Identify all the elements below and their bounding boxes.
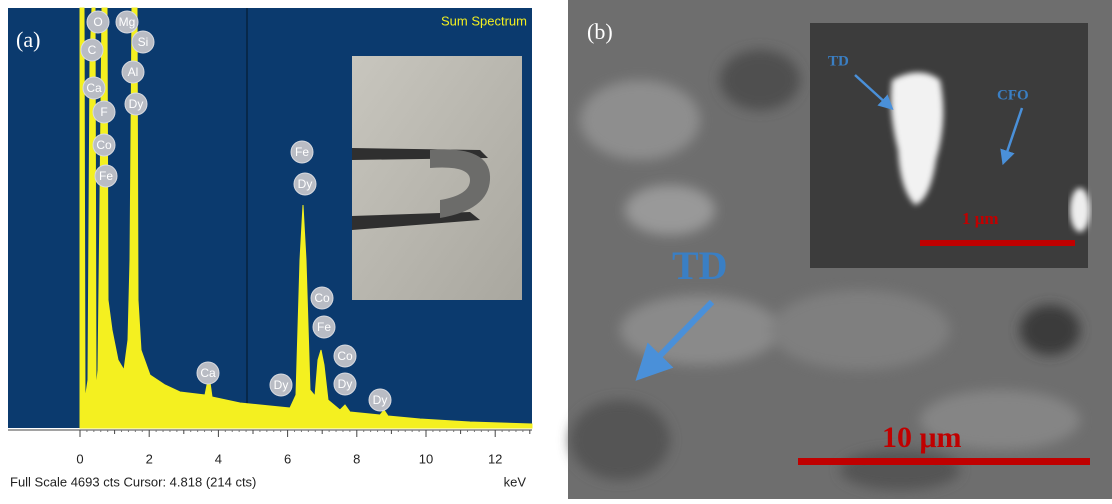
peak-label: Dy (270, 374, 292, 396)
peak-text: Co (96, 138, 112, 152)
footer: Full Scale 4693 cts Cursor: 4.818 (214 c… (10, 474, 256, 489)
peak-label: F (93, 101, 115, 123)
peak-text: Dy (298, 177, 313, 191)
inset-scale-bar (920, 240, 1075, 246)
peak-text: Mg (119, 15, 136, 29)
inset-cfo-label: CFO (997, 87, 1029, 103)
panel-a: Sum Spectrum (a) O Mg C Si Ca Al F Dy Co Fe Fe Dy Co… (8, 8, 532, 489)
peak-text: Dy (129, 97, 144, 111)
peak-text: Fe (317, 320, 331, 334)
peak-text: Ca (86, 81, 102, 95)
peak-label: Dy (369, 389, 391, 411)
peak-label: Mg (116, 11, 138, 33)
peak-label: Fe (95, 165, 117, 187)
peak-label: Co (334, 345, 356, 367)
peak-text: F (100, 105, 107, 119)
peak-text: Si (138, 35, 149, 49)
peak-text: Ca (200, 366, 216, 380)
scale-bar-label: 10 μm (882, 421, 962, 454)
peak-text: Dy (274, 378, 289, 392)
peak-label: Co (93, 134, 115, 156)
td-label: TD (672, 243, 728, 288)
x-tick-label: 10 (419, 451, 433, 466)
scale-bar (798, 458, 1090, 465)
peak-label: Co (311, 287, 333, 309)
inset-photo (352, 56, 522, 300)
peak-label: Fe (313, 316, 335, 338)
x-axis-ticks: 0 2 4 6 8 10 12 (76, 430, 529, 466)
peak-text: O (93, 15, 102, 29)
inset-sem: TD CFO 1 μm (810, 23, 1090, 268)
peak-label: Dy (334, 373, 356, 395)
x-tick-label: 4 (215, 451, 222, 466)
peak-text: Fe (99, 169, 113, 183)
peak-text: Co (337, 349, 353, 363)
x-tick-label: 0 (76, 451, 83, 466)
figure: Sum Spectrum (a) O Mg C Si Ca Al F Dy Co Fe Fe Dy Co… (0, 0, 1112, 499)
x-tick-label: 8 (353, 451, 360, 466)
peak-text: Dy (373, 393, 388, 407)
peak-label: C (81, 39, 103, 61)
x-tick-label: 2 (146, 451, 153, 466)
peak-label: Dy (294, 173, 316, 195)
peak-text: Dy (338, 377, 353, 391)
peak-text: Fe (295, 145, 309, 159)
peak-label: O (87, 11, 109, 33)
peak-text: Al (128, 65, 139, 79)
panel-label: (a) (16, 27, 40, 52)
peak-text: C (88, 43, 97, 57)
peak-label: Ca (197, 362, 219, 384)
peak-label: Dy (125, 93, 147, 115)
peak-label: Ca (83, 77, 105, 99)
panel-b: (b) TD 10 μm TD CFO 1 μm (568, 0, 1112, 499)
peak-text: Co (314, 291, 330, 305)
x-tick-label: 6 (284, 451, 291, 466)
x-tick-label: 12 (488, 451, 502, 466)
peak-label: Fe (291, 141, 313, 163)
peak-label: Al (122, 61, 144, 83)
inset-scale-label: 1 μm (962, 209, 999, 228)
peak-label: Si (132, 31, 154, 53)
panel-label: (b) (587, 19, 613, 44)
x-unit: keV (504, 474, 527, 489)
inset-td-label: TD (828, 53, 849, 69)
spectrum-title: Sum Spectrum (441, 13, 527, 28)
